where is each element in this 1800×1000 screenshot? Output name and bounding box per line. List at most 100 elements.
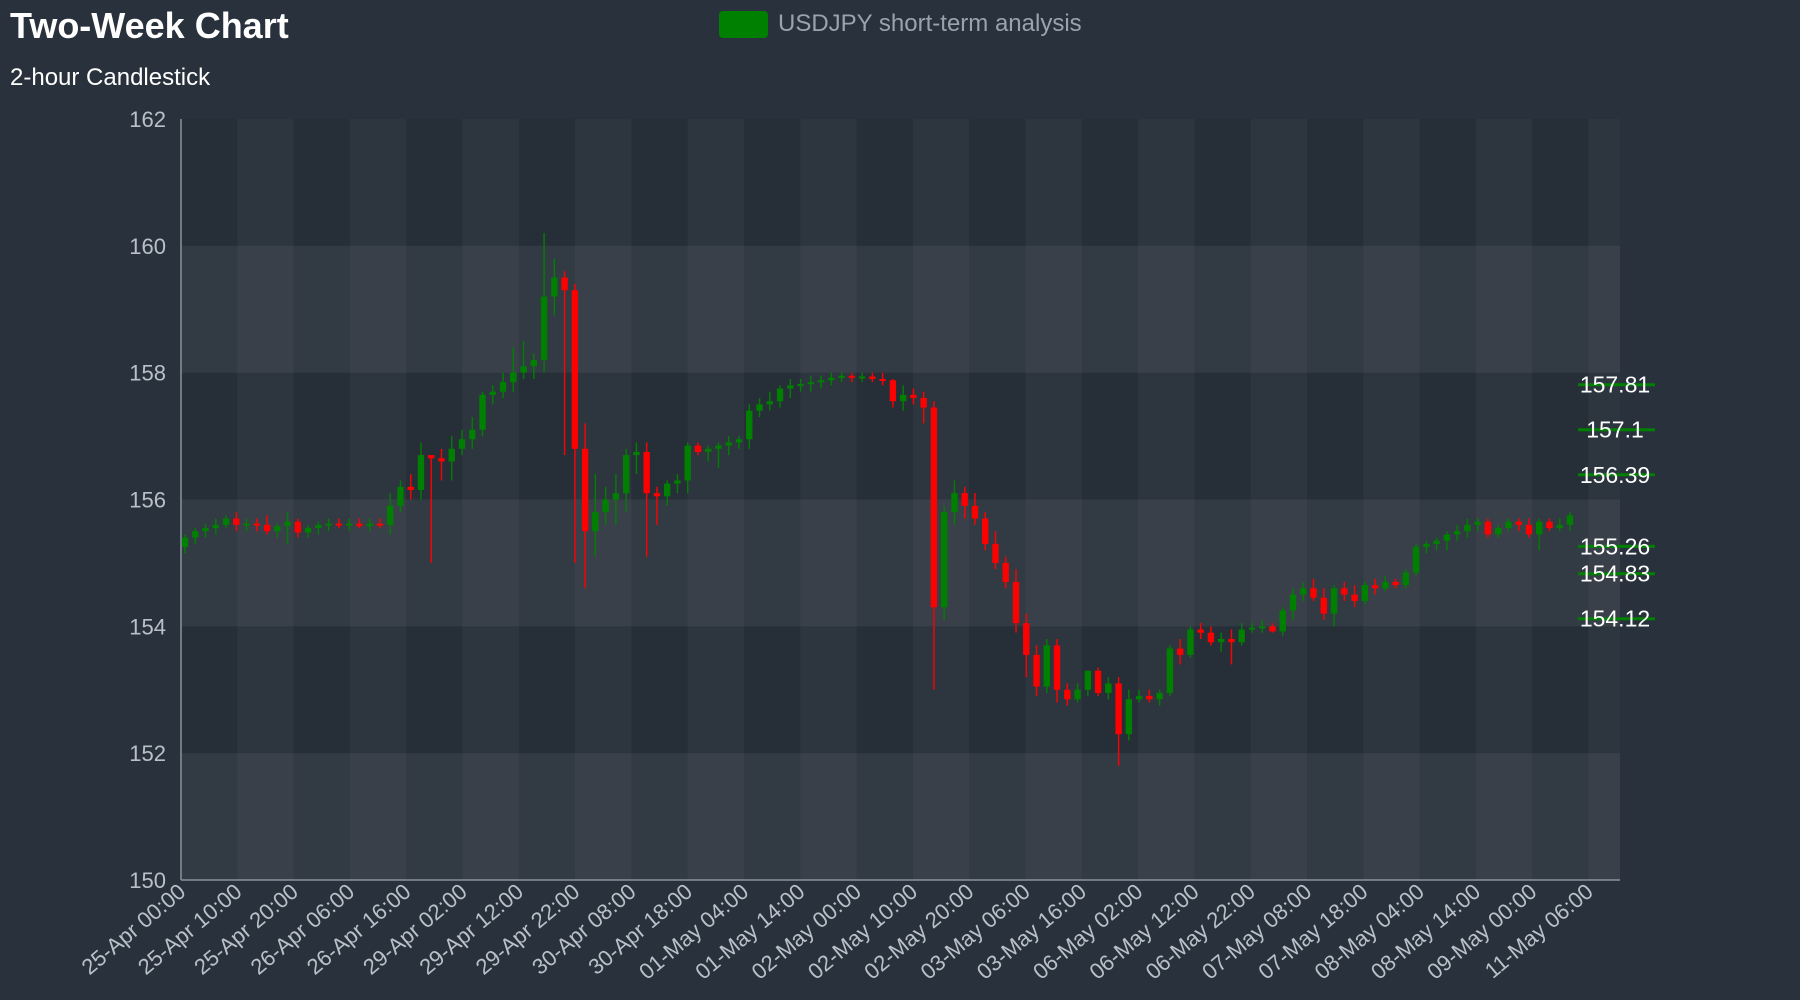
horizontal-band [181, 499, 1620, 627]
candle-down [653, 493, 661, 497]
candle-up [807, 382, 814, 385]
candle-up [458, 439, 466, 449]
candle-up [797, 384, 804, 387]
candle-up [1536, 521, 1543, 535]
horizontal-band [181, 753, 1620, 880]
price-level-label: 157.1 [1586, 417, 1644, 443]
legend-swatch[interactable] [719, 11, 768, 38]
candle-up [1412, 547, 1420, 573]
candle-series [181, 233, 1574, 766]
candle-down [407, 486, 414, 490]
candle-up [817, 380, 825, 383]
candle-up [633, 451, 640, 456]
vertical-band [1251, 119, 1307, 880]
candle-up [222, 518, 230, 525]
candle-up [274, 526, 281, 532]
candle-down [982, 518, 989, 544]
candle-up [315, 524, 322, 529]
candle-up [397, 486, 404, 506]
candle-up [1453, 531, 1461, 535]
candle-up [1248, 627, 1256, 630]
candle-down [571, 290, 579, 449]
price-level-label: 154.83 [1580, 561, 1650, 587]
candle-up [1556, 524, 1563, 529]
candle-up [192, 531, 199, 538]
candle-up [448, 448, 455, 462]
candle-up [520, 366, 527, 373]
candle-down [376, 523, 384, 526]
candle-down [1176, 648, 1184, 655]
candle-down [1515, 521, 1522, 525]
candle-up [858, 376, 866, 379]
y-tick-label: 158 [129, 361, 166, 386]
candle-up [469, 429, 476, 440]
vertical-band [463, 119, 519, 880]
candle-up [510, 372, 517, 383]
candle-up [787, 385, 794, 389]
candle-up [304, 528, 312, 533]
candle-up [705, 448, 712, 452]
candle-up [499, 382, 507, 392]
horizontal-band [181, 245, 1620, 373]
candle-up [1074, 689, 1081, 700]
candle-down [581, 448, 589, 532]
candle-down [1525, 524, 1533, 535]
candle-down [1146, 696, 1153, 700]
candle-up [1156, 692, 1163, 700]
candle-down [356, 523, 363, 527]
candle-up [1361, 585, 1368, 601]
candle-up [735, 439, 743, 443]
candle-down [992, 543, 999, 563]
candle-down [294, 521, 302, 533]
candle-down [561, 277, 568, 291]
candle-up [479, 394, 486, 430]
candle-up [1505, 521, 1512, 529]
candle-up [489, 391, 496, 395]
candle-down [1228, 639, 1235, 643]
candle-up [540, 296, 548, 360]
candle-up [1300, 588, 1307, 595]
candle-down [694, 445, 702, 452]
candle-up [766, 401, 773, 405]
candle-down [1392, 581, 1399, 586]
vertical-band [1476, 119, 1532, 880]
candle-up [1402, 572, 1410, 586]
legend-label[interactable]: USDJPY short-term analysis [778, 10, 1082, 37]
candle-up [715, 445, 722, 449]
candle-up [1289, 594, 1297, 611]
vertical-band [688, 119, 744, 880]
vertical-band [800, 119, 856, 880]
candle-up [325, 523, 332, 526]
candle-down [869, 376, 876, 380]
candle-up [664, 483, 671, 497]
candle-up [1125, 699, 1133, 735]
candle-down [930, 407, 938, 608]
candle-up [1084, 670, 1091, 690]
y-tick-label: 162 [129, 107, 166, 132]
candle-up [366, 523, 373, 527]
candle-down [1002, 562, 1009, 582]
chart-subtitle: 2-hour Candlestick [10, 64, 211, 91]
candle-up [530, 359, 537, 367]
candle-down [233, 518, 240, 525]
candle-down [1207, 632, 1215, 643]
candle-up [1330, 588, 1338, 614]
candle-up [746, 410, 753, 440]
vertical-band [1363, 119, 1419, 880]
candle-down [263, 524, 271, 532]
candle-up [592, 512, 599, 532]
candle-up [1187, 629, 1194, 655]
candle-up [1105, 683, 1112, 693]
candle-down [910, 394, 917, 399]
y-axis: 150 152 154 156 158 160 162 [129, 107, 182, 893]
candle-up [387, 505, 394, 525]
candle-down [1310, 588, 1317, 598]
y-tick-label: 152 [129, 741, 166, 766]
vertical-band [1589, 119, 1621, 880]
candle-up [345, 523, 353, 526]
horizontal-band [181, 626, 1620, 754]
vertical-band [1026, 119, 1082, 880]
plot-background [181, 119, 1620, 880]
